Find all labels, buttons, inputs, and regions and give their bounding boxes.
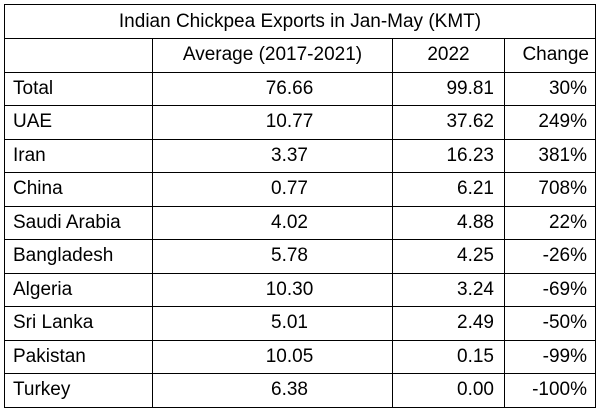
- header-row: Average (2017-2021) 2022 Change: [4, 38, 596, 73]
- average-cell: 10.05: [152, 339, 393, 374]
- year-2022-cell: 99.81: [392, 71, 505, 106]
- average-cell: 5.78: [152, 239, 393, 274]
- year-2022-cell: 6.21: [392, 172, 505, 207]
- header-country: [4, 38, 153, 73]
- change-cell: 22%: [504, 205, 596, 240]
- change-cell: -99%: [504, 339, 596, 374]
- header-change: Change: [504, 38, 596, 73]
- average-cell: 6.38: [152, 373, 393, 408]
- table-row: Bangladesh 5.78 4.25 -26%: [4, 239, 596, 274]
- year-2022-cell: 2.49: [392, 306, 505, 341]
- table-row: Turkey 6.38 0.00 -100%: [4, 373, 596, 408]
- table-row: Total 76.66 99.81 30%: [4, 71, 596, 106]
- year-2022-cell: 4.88: [392, 205, 505, 240]
- change-cell: 708%: [504, 172, 596, 207]
- change-cell: 249%: [504, 105, 596, 140]
- table-row: Iran 3.37 16.23 381%: [4, 138, 596, 173]
- average-cell: 10.77: [152, 105, 393, 140]
- change-cell: -26%: [504, 239, 596, 274]
- year-2022-cell: 0.00: [392, 373, 505, 408]
- change-cell: -69%: [504, 272, 596, 307]
- exports-table-container: Indian Chickpea Exports in Jan-May (KMT)…: [4, 4, 596, 408]
- change-cell: 381%: [504, 138, 596, 173]
- country-cell: Turkey: [4, 373, 153, 408]
- average-cell: 0.77: [152, 172, 393, 207]
- country-cell: China: [4, 172, 153, 207]
- average-cell: 10.30: [152, 272, 393, 307]
- country-cell: Saudi Arabia: [4, 205, 153, 240]
- average-cell: 4.02: [152, 205, 393, 240]
- country-cell: Bangladesh: [4, 239, 153, 274]
- country-cell: Algeria: [4, 272, 153, 307]
- header-2022: 2022: [392, 38, 505, 73]
- country-cell: Total: [4, 71, 153, 106]
- table-row: Saudi Arabia 4.02 4.88 22%: [4, 205, 596, 240]
- year-2022-cell: 3.24: [392, 272, 505, 307]
- country-cell: Sri Lanka: [4, 306, 153, 341]
- table-row: China 0.77 6.21 708%: [4, 172, 596, 207]
- year-2022-cell: 4.25: [392, 239, 505, 274]
- year-2022-cell: 37.62: [392, 105, 505, 140]
- year-2022-cell: 16.23: [392, 138, 505, 173]
- change-cell: -100%: [504, 373, 596, 408]
- table-row: UAE 10.77 37.62 249%: [4, 105, 596, 140]
- title-row: Indian Chickpea Exports in Jan-May (KMT): [4, 4, 596, 39]
- country-cell: UAE: [4, 105, 153, 140]
- change-cell: 30%: [504, 71, 596, 106]
- table-title: Indian Chickpea Exports in Jan-May (KMT): [4, 4, 596, 39]
- average-cell: 76.66: [152, 71, 393, 106]
- table-row: Algeria 10.30 3.24 -69%: [4, 272, 596, 307]
- average-cell: 5.01: [152, 306, 393, 341]
- country-cell: Iran: [4, 138, 153, 173]
- header-average: Average (2017-2021): [152, 38, 393, 73]
- table-row: Pakistan 10.05 0.15 -99%: [4, 339, 596, 374]
- year-2022-cell: 0.15: [392, 339, 505, 374]
- exports-table: Indian Chickpea Exports in Jan-May (KMT)…: [4, 4, 596, 408]
- average-cell: 3.37: [152, 138, 393, 173]
- country-cell: Pakistan: [4, 339, 153, 374]
- table-row: Sri Lanka 5.01 2.49 -50%: [4, 306, 596, 341]
- change-cell: -50%: [504, 306, 596, 341]
